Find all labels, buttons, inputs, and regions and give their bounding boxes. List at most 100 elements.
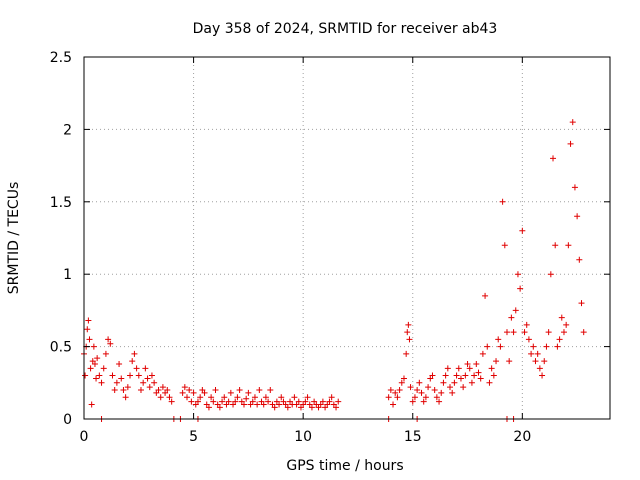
data-point xyxy=(105,336,112,343)
data-point xyxy=(120,387,127,394)
data-point xyxy=(278,394,285,401)
data-point xyxy=(232,398,239,405)
data-point xyxy=(464,360,471,367)
data-point xyxy=(276,401,283,408)
data-point xyxy=(118,375,125,382)
data-point xyxy=(488,365,495,372)
data-point xyxy=(484,343,491,350)
data-point xyxy=(262,394,269,401)
data-point xyxy=(82,372,89,379)
data-point xyxy=(477,375,484,382)
x-tick-label: 0 xyxy=(80,429,89,445)
data-point xyxy=(563,321,570,328)
data-point xyxy=(216,404,223,411)
data-point xyxy=(390,401,397,408)
x-axis-label: GPS time / hours xyxy=(286,458,403,474)
data-point xyxy=(440,379,447,386)
data-point xyxy=(490,372,497,379)
data-point xyxy=(328,394,335,401)
data-point xyxy=(517,285,524,292)
data-point xyxy=(219,398,226,405)
data-point xyxy=(155,387,162,394)
data-point xyxy=(245,389,252,396)
data-point xyxy=(392,389,399,396)
data-point xyxy=(576,256,583,263)
data-point xyxy=(127,372,134,379)
data-point xyxy=(113,379,120,386)
axis-ticks xyxy=(83,56,610,420)
data-point xyxy=(243,395,250,402)
data-point xyxy=(190,389,197,396)
data-point xyxy=(438,389,445,396)
data-point xyxy=(556,336,563,343)
data-point xyxy=(265,398,272,405)
data-point xyxy=(90,343,97,350)
data-point xyxy=(93,375,100,382)
data-point xyxy=(506,358,513,365)
data-point xyxy=(499,198,506,205)
y-tick-label: 0.5 xyxy=(50,340,72,356)
data-point xyxy=(565,242,572,249)
data-point xyxy=(447,384,454,391)
data-point xyxy=(166,394,173,401)
data-point xyxy=(422,394,429,401)
data-point xyxy=(554,343,561,350)
x-tick-label: 10 xyxy=(294,429,312,445)
data-point xyxy=(404,329,411,336)
data-point xyxy=(86,336,93,343)
data-point xyxy=(385,394,392,401)
data-point xyxy=(188,398,195,405)
y-tick-label: 2 xyxy=(63,122,72,138)
data-point xyxy=(201,389,208,396)
data-point xyxy=(541,358,548,365)
data-point xyxy=(109,372,116,379)
data-point xyxy=(418,389,425,396)
data-point xyxy=(240,401,247,408)
data-point xyxy=(225,398,232,405)
data-point xyxy=(260,401,267,408)
data-point xyxy=(514,271,521,278)
y-tick-label: 1 xyxy=(63,267,72,283)
data-point xyxy=(534,350,541,357)
data-point xyxy=(333,404,340,411)
data-point xyxy=(493,358,500,365)
data-point xyxy=(144,375,151,382)
data-point xyxy=(208,394,215,401)
data-point xyxy=(457,375,464,382)
data-point xyxy=(291,394,298,401)
data-point xyxy=(501,242,508,249)
data-point xyxy=(543,343,550,350)
data-point xyxy=(179,389,186,396)
data-point xyxy=(449,389,456,396)
data-point xyxy=(455,365,462,372)
data-point xyxy=(550,155,557,162)
data-point xyxy=(326,398,333,405)
data-point xyxy=(168,398,175,405)
data-point xyxy=(560,329,567,336)
data-point xyxy=(88,401,95,408)
data-point xyxy=(475,369,482,376)
data-point xyxy=(102,350,109,357)
data-point xyxy=(495,336,502,343)
data-point xyxy=(142,365,149,372)
data-point xyxy=(569,119,576,126)
chart-title: Day 358 of 2024, SRMTID for receiver ab4… xyxy=(193,21,498,37)
data-point xyxy=(510,329,517,336)
data-point xyxy=(414,387,421,394)
data-point xyxy=(497,343,504,350)
data-point xyxy=(96,372,103,379)
data-point xyxy=(532,358,539,365)
data-point xyxy=(519,227,526,234)
data-point xyxy=(146,384,153,391)
data-point xyxy=(210,398,217,405)
data-point xyxy=(87,365,94,372)
data-point xyxy=(159,384,166,391)
data-point xyxy=(194,398,201,405)
data-point xyxy=(137,387,144,394)
data-point xyxy=(295,398,302,405)
data-point xyxy=(236,387,243,394)
data-point xyxy=(431,387,438,394)
y-tick-label: 2.5 xyxy=(50,50,72,66)
data-point xyxy=(406,336,413,343)
